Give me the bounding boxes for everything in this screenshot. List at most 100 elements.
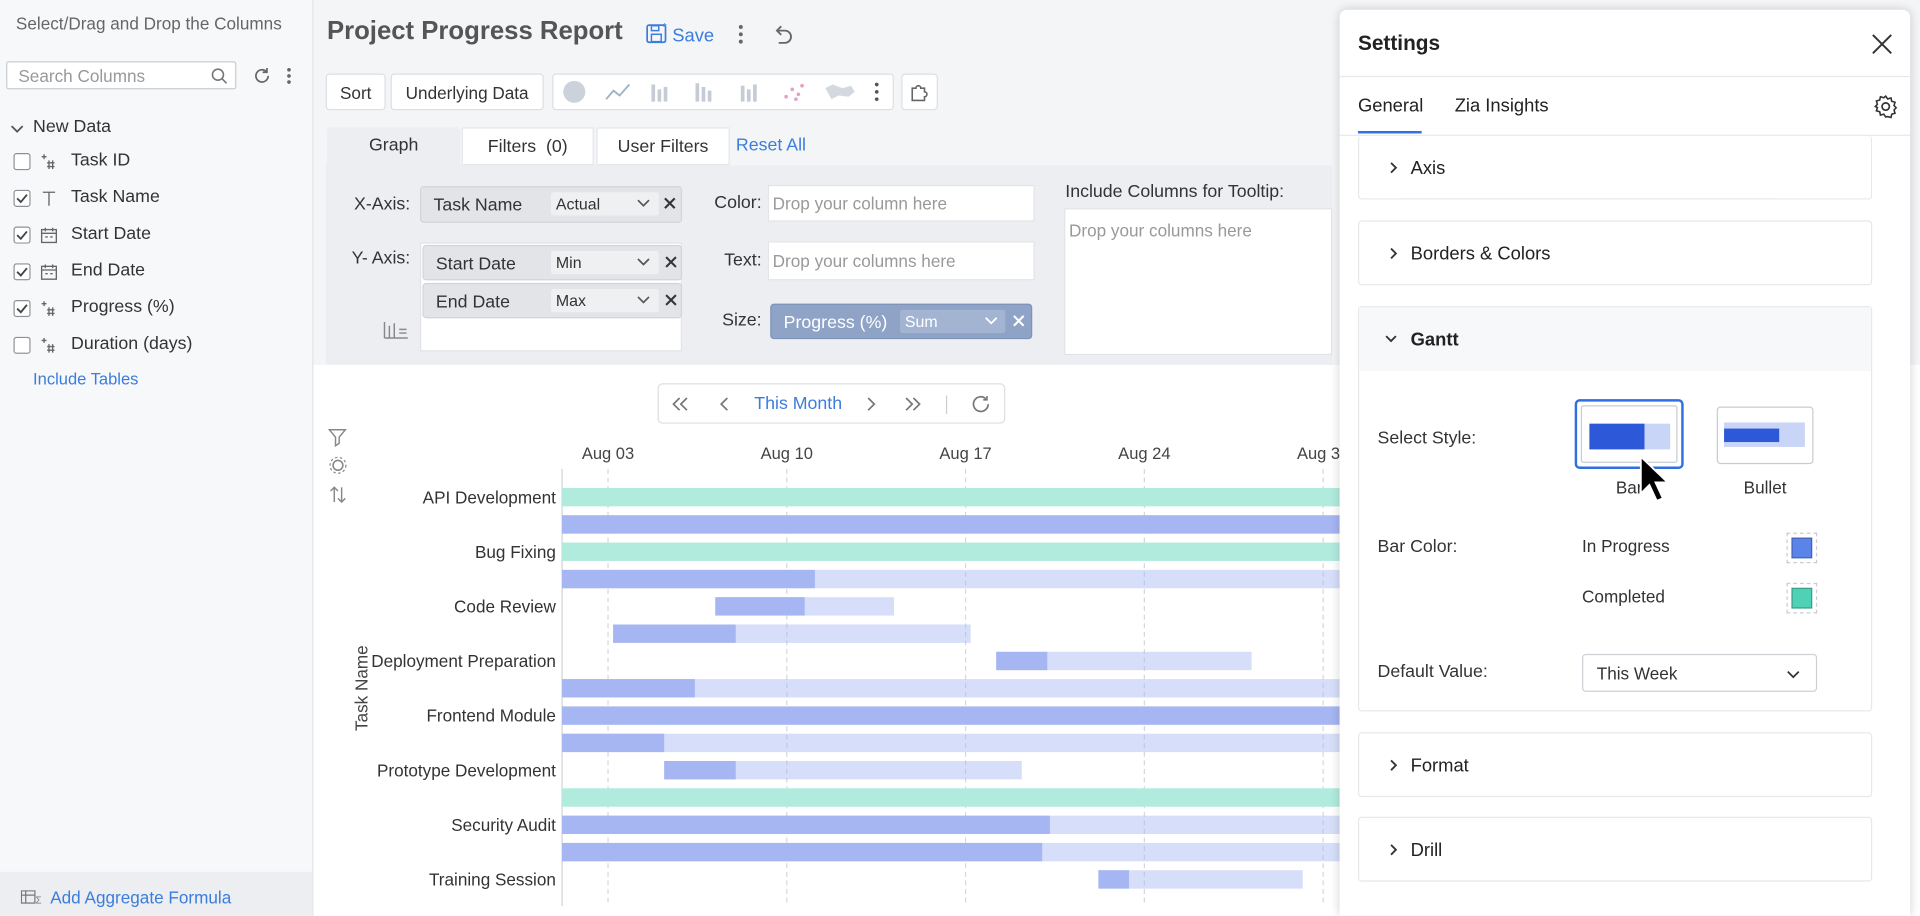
x-agg-dropdown[interactable]: Actual: [551, 192, 659, 216]
y-agg-dropdown[interactable]: Min: [551, 251, 659, 275]
include-tables-link[interactable]: Include Tables: [33, 369, 139, 389]
progress-bar: [664, 761, 736, 780]
remove-icon[interactable]: [665, 294, 677, 306]
column-name[interactable]: Duration (days): [71, 334, 193, 354]
y-agg-dropdown[interactable]: Max: [551, 288, 659, 313]
progress-bar: [562, 815, 1050, 835]
column-type-icon: [41, 154, 55, 169]
size-agg-dropdown[interactable]: Sum: [900, 309, 1006, 334]
group-chevron[interactable]: [10, 121, 25, 136]
nav-next-icons[interactable]: [864, 395, 999, 416]
report-title: Project Progress Report: [326, 17, 623, 46]
axis-section[interactable]: Axis: [1357, 135, 1873, 200]
save-button[interactable]: Save: [672, 25, 715, 47]
progress-bar: [613, 624, 736, 643]
search-box[interactable]: Search Columns: [6, 61, 237, 90]
duration-bar: [562, 733, 1426, 753]
style-preview: [1580, 405, 1678, 463]
settings-tab[interactable]: General: [1357, 95, 1424, 117]
x-field: Task Name: [433, 195, 523, 216]
filters-tab[interactable]: Filters (0): [461, 127, 594, 166]
y-axis-label: Y- Axis:: [351, 248, 411, 269]
search-icon: [211, 68, 228, 84]
sidebar: Select/Drag and Drop the Columns Search …: [0, 0, 314, 916]
column-name[interactable]: Task Name: [71, 187, 160, 207]
gantt-section: Gantt Select Style: Bar Bullet Bar Color…: [1357, 306, 1873, 712]
checkbox-box: [13, 153, 31, 171]
column-name[interactable]: Progress (%): [71, 297, 175, 318]
progress-bar: [1098, 870, 1130, 889]
progress-bar: [562, 733, 665, 753]
add-formula-link[interactable]: Add Aggregate Formula: [50, 887, 232, 908]
search-placeholder: Search Columns: [18, 66, 146, 86]
period-label[interactable]: This Month: [754, 394, 843, 414]
save-icon[interactable]: *: [645, 21, 669, 45]
remove-icon[interactable]: [665, 256, 677, 268]
undo-icon[interactable]: [771, 24, 793, 44]
task-label: Prototype Development: [377, 760, 556, 780]
reset-all-link[interactable]: Reset All: [735, 135, 807, 156]
checkbox[interactable]: [13, 153, 31, 171]
column-name[interactable]: Start Date: [71, 224, 151, 244]
y-axis-pill[interactable]: End Date Max: [422, 282, 683, 319]
icon-glyph: [40, 265, 58, 280]
section-title: Axis: [1410, 157, 1446, 179]
column-name[interactable]: End Date: [71, 260, 146, 281]
chart-type-picker[interactable]: [552, 73, 894, 111]
icon-glyph: [41, 227, 57, 238]
color-swatch-frame[interactable]: [1786, 582, 1818, 614]
checkbox[interactable]: [13, 189, 31, 207]
checkbox[interactable]: [13, 336, 31, 354]
column-type-icon: [40, 264, 58, 280]
preview-fill: [1724, 428, 1780, 443]
report-menu[interactable]: [736, 23, 746, 45]
default-value-dropdown[interactable]: This Week: [1582, 653, 1818, 692]
checkbox[interactable]: [13, 300, 31, 318]
checkmark: [16, 194, 28, 204]
y-field: Start Date: [435, 254, 516, 275]
plugin-button[interactable]: [901, 73, 938, 111]
bullet-style-option[interactable]: [1716, 406, 1814, 465]
user-filters-tab[interactable]: User Filters: [596, 127, 730, 166]
bar-style-option[interactable]: [1574, 399, 1684, 469]
icon-glyph: [40, 228, 58, 244]
color-swatch-frame[interactable]: [1786, 532, 1818, 564]
column-name[interactable]: Task ID: [71, 150, 131, 171]
sort-button[interactable]: Sort: [325, 73, 386, 111]
remove-icon[interactable]: [664, 197, 676, 209]
underlying-data-button[interactable]: Underlying Data: [390, 73, 544, 111]
y-axis-drop[interactable]: Start Date Min End Date Max: [420, 242, 683, 352]
settings-gear[interactable]: [1873, 94, 1898, 119]
size-pill[interactable]: Progress (%) Sum: [770, 303, 1033, 340]
color-swatch: [1791, 587, 1813, 609]
tooltip-drop[interactable]: Drop your columns here: [1064, 208, 1333, 356]
settings-tab[interactable]: Zia Insights: [1454, 95, 1549, 117]
remove-icon[interactable]: [1013, 315, 1025, 327]
x-axis-pill[interactable]: Task Name Actual: [420, 186, 683, 223]
chart-side-tools[interactable]: [327, 426, 351, 507]
y-axis-pill[interactable]: Start Date Min: [422, 244, 683, 281]
dropdown-caret: [637, 258, 650, 266]
drill-section[interactable]: Drill: [1357, 816, 1873, 882]
format-section[interactable]: Format: [1357, 732, 1873, 798]
color-drop[interactable]: Drop your column here: [767, 184, 1035, 222]
column-type-icon: [40, 227, 58, 244]
text-drop[interactable]: Drop your columns here: [767, 241, 1035, 281]
close-button[interactable]: [1871, 33, 1893, 55]
nav-prev-icons[interactable]: [671, 396, 769, 413]
more-icon[interactable]: [284, 66, 294, 86]
chart-type-icons: [563, 80, 879, 103]
checkbox[interactable]: [13, 263, 31, 281]
task-label: Bug Fixing: [475, 542, 556, 562]
section-header[interactable]: [1359, 307, 1872, 372]
checkbox[interactable]: [13, 226, 31, 244]
borders-colors-section[interactable]: Borders & Colors: [1357, 220, 1873, 286]
color-swatch: [1791, 537, 1813, 559]
checkmark: [16, 230, 28, 241]
sidebar-title: Select/Drag and Drop the Columns: [15, 13, 282, 34]
graph-tab[interactable]: Graph: [326, 127, 461, 167]
preview-fill: [1589, 423, 1645, 450]
refresh-icon[interactable]: [252, 66, 272, 86]
chart-tools-icon[interactable]: [382, 320, 409, 340]
